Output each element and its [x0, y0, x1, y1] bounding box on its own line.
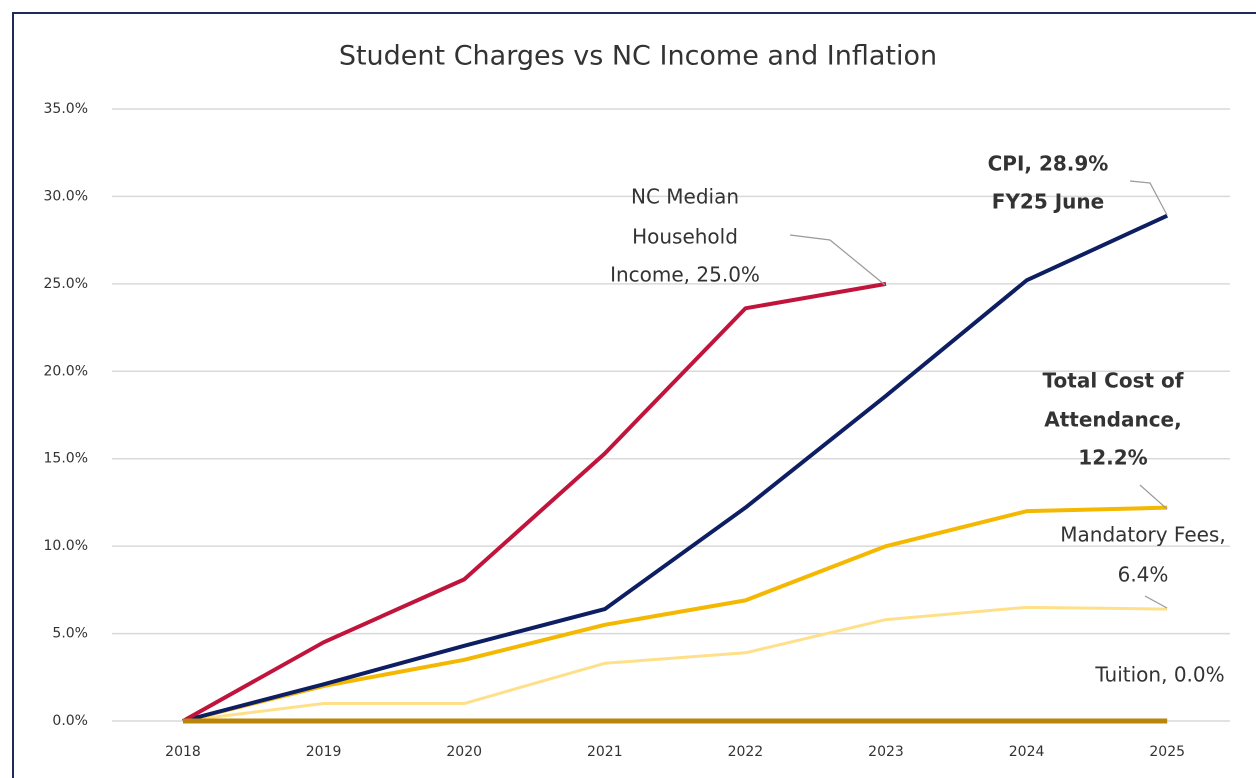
- series-line: [182, 281, 887, 723]
- x-tick-label: 2018: [165, 744, 201, 760]
- leader-line: [789, 234, 886, 286]
- x-tick-label: 2023: [868, 744, 904, 760]
- series-line: [182, 605, 1168, 723]
- annotation: Attendance,: [1044, 408, 1181, 432]
- y-tick-label: 20.0%: [44, 363, 88, 379]
- annotation: NC Median: [631, 185, 739, 209]
- y-tick-label: 35.0%: [44, 101, 88, 117]
- y-tick-label: 30.0%: [44, 188, 88, 204]
- x-tick-label: 2020: [446, 744, 482, 760]
- annotation: Mandatory Fees,: [1060, 523, 1225, 547]
- annotation: 12.2%: [1078, 446, 1147, 470]
- leader-line: [1144, 595, 1168, 609]
- annotation: FY25 June: [992, 190, 1104, 214]
- x-tick-label: 2019: [306, 744, 342, 760]
- y-tick-label: 0.0%: [52, 713, 88, 729]
- y-tick-label: 15.0%: [44, 451, 88, 467]
- annotation: CPI, 28.9%: [988, 152, 1109, 176]
- x-tick-label: 2024: [1009, 744, 1045, 760]
- y-tick-label: 25.0%: [44, 276, 88, 292]
- y-tick-label: 5.0%: [52, 626, 88, 642]
- annotation: Household: [632, 225, 738, 249]
- x-tick-label: 2025: [1149, 744, 1185, 760]
- y-tick-label: 10.0%: [44, 538, 88, 554]
- chart-border: [12, 12, 1256, 778]
- leader-line: [1129, 180, 1168, 216]
- series-line: [182, 505, 1168, 723]
- annotation: 6.4%: [1118, 563, 1169, 587]
- annotation: Total Cost of: [1043, 369, 1184, 393]
- annotation: Income, 25.0%: [610, 263, 760, 287]
- annotation: Tuition, 0.0%: [1094, 663, 1224, 687]
- leader-line: [1139, 484, 1168, 510]
- x-tick-label: 2021: [587, 744, 623, 760]
- chart-title: Student Charges vs NC Income and Inflati…: [339, 41, 937, 72]
- series-line: [182, 213, 1169, 723]
- x-tick-label: 2022: [728, 744, 764, 760]
